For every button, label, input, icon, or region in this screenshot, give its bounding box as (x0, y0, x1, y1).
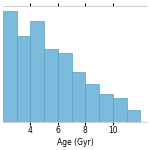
Bar (127, 110, 140, 122)
Bar (113, 98, 127, 122)
X-axis label: Age (Gyr): Age (Gyr) (57, 138, 93, 147)
Bar (85, 84, 99, 122)
Bar (16, 36, 30, 122)
Bar (72, 72, 85, 122)
Bar (3, 11, 16, 122)
Bar (99, 94, 113, 122)
Bar (30, 21, 44, 122)
Bar (58, 53, 72, 122)
Bar (44, 49, 58, 122)
